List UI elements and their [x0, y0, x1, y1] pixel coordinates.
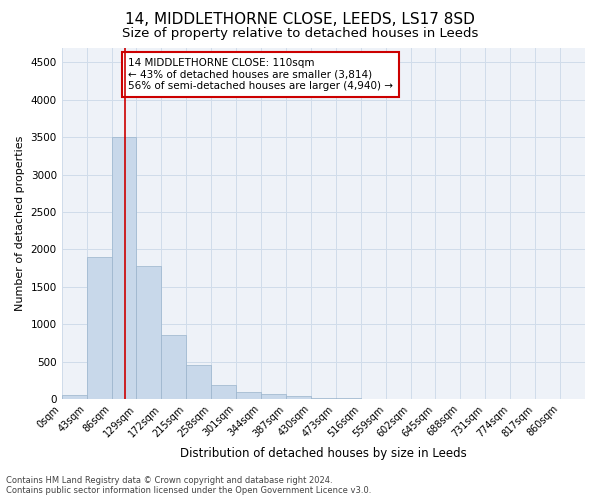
Text: Size of property relative to detached houses in Leeds: Size of property relative to detached ho…: [122, 28, 478, 40]
Text: 14 MIDDLETHORNE CLOSE: 110sqm
← 43% of detached houses are smaller (3,814)
56% o: 14 MIDDLETHORNE CLOSE: 110sqm ← 43% of d…: [128, 58, 393, 91]
Bar: [186, 364, 211, 399]
Bar: [112, 137, 136, 399]
Bar: [86, 257, 112, 399]
Bar: [261, 394, 286, 399]
Bar: [236, 392, 261, 399]
Bar: [311, 398, 336, 399]
X-axis label: Distribution of detached houses by size in Leeds: Distribution of detached houses by size …: [180, 447, 467, 460]
Y-axis label: Number of detached properties: Number of detached properties: [15, 136, 25, 311]
Text: 14, MIDDLETHORNE CLOSE, LEEDS, LS17 8SD: 14, MIDDLETHORNE CLOSE, LEEDS, LS17 8SD: [125, 12, 475, 28]
Bar: [161, 334, 186, 399]
Bar: [336, 398, 361, 399]
Text: Contains HM Land Registry data © Crown copyright and database right 2024.
Contai: Contains HM Land Registry data © Crown c…: [6, 476, 371, 495]
Bar: [136, 266, 161, 399]
Bar: [211, 386, 236, 399]
Bar: [62, 395, 86, 399]
Bar: [286, 396, 311, 399]
